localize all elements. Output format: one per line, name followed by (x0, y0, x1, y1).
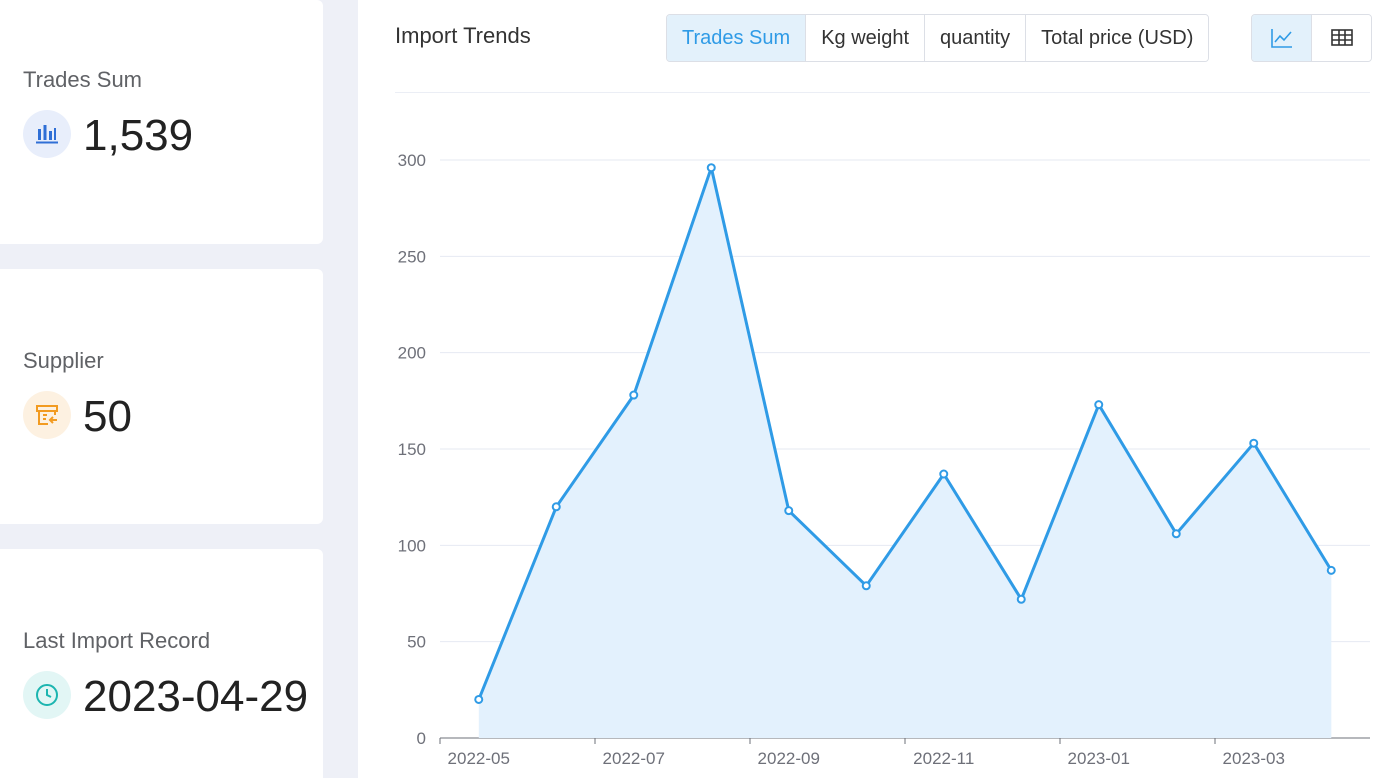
data-point (1326, 565, 1336, 575)
trades-sum-card: Trades Sum 1,539 (0, 0, 323, 244)
metric-toggle-group: Trades Sum Kg weight quantity Total pric… (666, 14, 1210, 62)
data-point (629, 390, 639, 400)
x-tick-label: 2022-07 (603, 749, 665, 768)
data-point (939, 469, 949, 479)
trades-sum-label: Trades Sum (23, 67, 143, 92)
clock-icon (23, 671, 71, 719)
supplier-card: Supplier 50 (0, 269, 323, 524)
data-point (1171, 529, 1181, 539)
bar-chart-icon (23, 110, 71, 158)
table-view-button[interactable] (1311, 15, 1371, 61)
metric-quantity-button[interactable]: quantity (925, 15, 1027, 61)
import-trends-chart: 0 50 100 150 200 250 300 2022-05 2022-07 2022-09 2… (398, 151, 1370, 768)
y-tick-label: 300 (398, 151, 426, 170)
x-tick-label: 2023-01 (1068, 749, 1130, 768)
last-import-record-label: Last Import Record (23, 628, 211, 653)
metric-trades-sum-button[interactable]: Trades Sum (667, 15, 807, 61)
data-point (706, 163, 716, 173)
data-point (474, 694, 484, 704)
import-trends-panel: Import Trends Trades Sum Kg weight quant… (358, 0, 1385, 778)
series-area (478, 167, 1332, 738)
x-tick-label: 2023-03 (1223, 749, 1285, 768)
panel-title: Import Trends (395, 23, 531, 48)
last-import-record-value: 2023-04-29 (83, 672, 309, 721)
y-tick-label: 100 (398, 536, 426, 555)
y-tick-label: 50 (407, 633, 426, 652)
x-tick-label: 2022-11 (913, 749, 974, 768)
line-chart-view-button[interactable] (1252, 15, 1311, 61)
last-import-record-card: Last Import Record 2023-04-29 (0, 549, 323, 778)
data-point (784, 506, 794, 516)
series-line (477, 166, 1333, 701)
supplier-value: 50 (83, 392, 132, 441)
metric-kg-weight-button[interactable]: Kg weight (806, 15, 926, 61)
trades-sum-value: 1,539 (83, 111, 194, 160)
y-tick-label: 0 (417, 729, 426, 748)
supplier-store-icon (23, 391, 71, 439)
table-icon (1331, 29, 1353, 46)
data-point (551, 502, 561, 512)
x-tick-label: 2022-05 (448, 749, 510, 768)
x-tick-label: 2022-09 (758, 749, 820, 768)
view-toggle-group (1251, 14, 1372, 62)
data-point (861, 581, 871, 591)
metric-total-price-button[interactable]: Total price (USD) (1026, 15, 1209, 61)
y-tick-label: 150 (398, 440, 426, 459)
y-tick-label: 250 (398, 247, 426, 266)
y-tick-label: 200 (398, 344, 426, 363)
data-point (1249, 438, 1259, 448)
header-divider (395, 92, 1370, 93)
data-point (1094, 400, 1104, 410)
data-point (1016, 594, 1026, 604)
supplier-label: Supplier (23, 348, 104, 373)
line-chart-icon (1271, 29, 1292, 48)
